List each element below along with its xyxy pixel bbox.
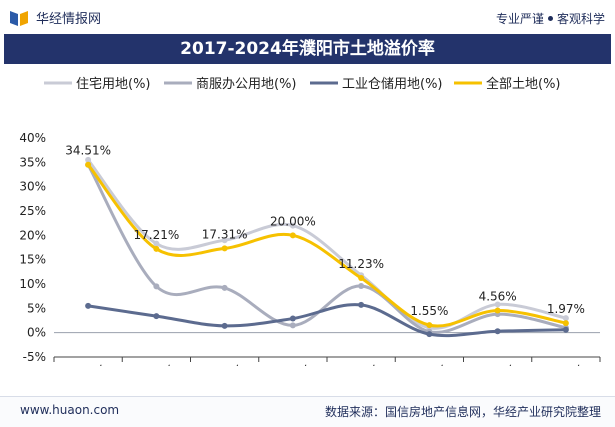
- y-axis: -5% 0% 5% 10% 15% 20% 25% 30% 35% 40%: [19, 131, 46, 364]
- series-point-2: [153, 313, 160, 320]
- x-tick-label: 2018年: [135, 364, 178, 366]
- series-point-0: [153, 240, 160, 247]
- x-tick-label: 2020年: [272, 364, 315, 366]
- tagline-left: 专业严谨: [495, 12, 544, 26]
- series-point-0: [494, 301, 501, 308]
- brand-logo-icon: [10, 10, 28, 26]
- series-point-3: [85, 161, 92, 168]
- y-tick-label: -5%: [23, 350, 46, 364]
- series-point-3: [426, 322, 433, 329]
- series-point-0: [221, 237, 228, 244]
- series-point-1: [358, 282, 365, 289]
- legend-label-2: 工业仓储用地(%): [342, 77, 443, 92]
- series-point-2: [562, 326, 569, 333]
- x-tick-label: 2021年: [340, 364, 383, 366]
- data-label: 1.55%: [410, 304, 448, 318]
- series-point-3: [153, 245, 160, 252]
- series-layer: [85, 156, 569, 338]
- legend-label-3: 全部土地(%): [486, 76, 561, 92]
- y-tick-label: 5%: [27, 301, 46, 315]
- series-point-2: [358, 301, 365, 308]
- data-label: 34.51%: [65, 144, 111, 158]
- series-point-0: [289, 222, 296, 229]
- series-point-2: [289, 315, 296, 322]
- legend-label-1: 商服办公用地(%): [196, 77, 297, 92]
- grid: [53, 332, 601, 362]
- footer-source: 数据来源：国信房地产信息网，华经产业研究院整理: [324, 405, 601, 419]
- footer-website: www.huaon.com: [20, 403, 120, 417]
- series-line-2: [87, 303, 566, 338]
- series-point-3: [494, 307, 501, 314]
- tagline-right: 客观科学: [556, 12, 605, 26]
- legend-label-0: 住宅用地(%): [76, 77, 151, 92]
- tagline: 专业严谨 客观科学: [496, 10, 605, 27]
- x-tick-label: 2024年: [545, 364, 588, 366]
- top-bar: 华经情报网 专业严谨 客观科学: [0, 0, 615, 34]
- series-point-0: [85, 156, 92, 163]
- y-tick-label: 15%: [19, 253, 46, 267]
- series-point-3: [289, 232, 296, 239]
- tagline-dot-icon: [547, 16, 553, 21]
- series-point-2: [221, 322, 228, 329]
- series-point-2: [494, 328, 501, 335]
- series-point-0: [562, 315, 569, 322]
- series-line-1: [86, 164, 567, 334]
- x-tick-label: 2017年: [67, 364, 110, 366]
- brand: 华经情报网: [8, 8, 101, 27]
- footer: www.huaon.com 数据来源：国信房地产信息网，华经产业研究院整理: [0, 396, 615, 427]
- series-point-1: [221, 284, 228, 291]
- data-label: 11.23%: [338, 257, 384, 271]
- data-label: 17.21%: [133, 228, 179, 242]
- data-label-layer: 34.51% 17.21% 17.31% 20.00% 11.23% 1.55% 4.56%…: [65, 144, 585, 318]
- y-tick-label: 30%: [19, 180, 46, 194]
- y-tick-label: 25%: [19, 204, 46, 218]
- data-label: 1.97%: [547, 302, 585, 316]
- series-point-3: [358, 275, 365, 282]
- data-label: 4.56%: [479, 289, 517, 303]
- series-point-2: [85, 302, 92, 309]
- x-tick-label: 2023年: [476, 364, 519, 366]
- series-2: [85, 301, 569, 338]
- series-3: [85, 161, 569, 329]
- x-tick-label: 2019年: [203, 364, 246, 366]
- series-point-3: [562, 320, 569, 327]
- data-label: 20.00%: [270, 214, 316, 228]
- chart-title: 2017-2024年濮阳市土地溢价率: [4, 34, 611, 64]
- y-tick-label: 0%: [27, 326, 46, 340]
- brand-name: 华经情报网: [36, 12, 102, 27]
- y-tick-label: 35%: [19, 155, 46, 169]
- line-chart: 住宅用地(%) 商服办公用地(%) 工业仓储用地(%) 全部土地(%) 34.51% 1…: [19, 76, 601, 366]
- x-tick-label: 2022年: [408, 364, 451, 366]
- x-axis: 2017年 2018年 2019年 2020年 2021年 2022年 2023年 2024年: [67, 364, 587, 366]
- series-point-3: [221, 245, 228, 252]
- series-point-2: [426, 331, 433, 338]
- legend: 住宅用地(%) 商服办公用地(%) 工业仓储用地(%) 全部土地(%): [44, 76, 561, 92]
- y-tick-label: 10%: [19, 277, 46, 291]
- series-point-1: [153, 283, 160, 290]
- series-point-1: [289, 322, 296, 329]
- data-label: 17.31%: [202, 227, 248, 241]
- y-tick-label: 20%: [19, 228, 46, 242]
- y-tick-label: 40%: [19, 131, 46, 145]
